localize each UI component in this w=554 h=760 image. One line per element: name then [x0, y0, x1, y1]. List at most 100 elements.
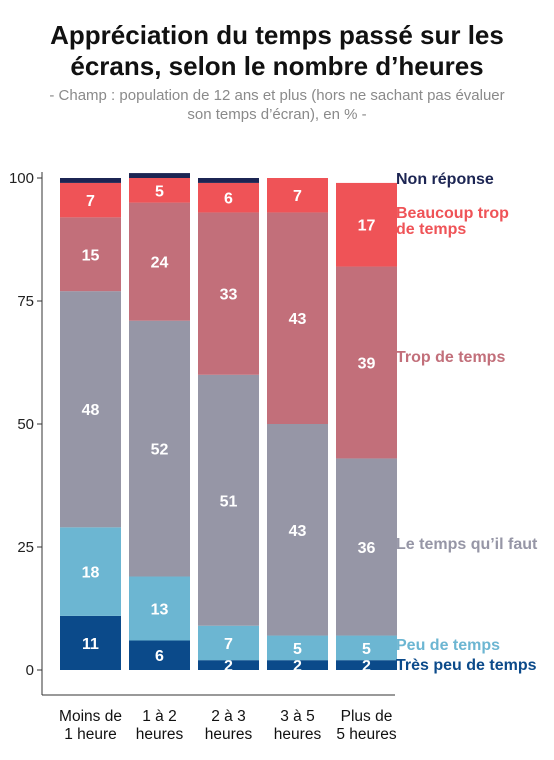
bar-segment — [60, 182, 121, 218]
bar-segment — [198, 182, 259, 213]
bar-segment — [198, 178, 259, 183]
legend-entry: Non réponse — [396, 171, 494, 188]
x-tick-label-line: heures — [205, 726, 253, 743]
legend-entry-line: Beaucoup trop — [396, 205, 509, 222]
bar-group: 6 13 52 24 5 — [129, 173, 190, 670]
legend-entry: Très peu de temps — [396, 657, 537, 674]
bar-segment — [198, 212, 259, 375]
bar-group: 25 36 39 17 — [336, 182, 397, 675]
bar-value-label: 7 — [86, 193, 95, 210]
bar-segment — [336, 635, 397, 661]
bar-segment — [336, 660, 397, 670]
bar-group: 11 18 48 15 7 — [60, 178, 121, 670]
chart-title: Appréciation du temps passé sur les écra… — [0, 20, 554, 82]
bar-segment — [129, 640, 190, 670]
bar-value-label: 52 — [151, 442, 169, 459]
bar-value-label: 43 — [289, 311, 307, 328]
bar-segment — [129, 178, 190, 203]
bar-value-label: 7 — [293, 188, 302, 205]
bar-segment — [60, 291, 121, 528]
y-axis: 0 25 50 75 100 — [9, 170, 43, 695]
legend-entry: Beaucoup trop de temps — [396, 205, 509, 238]
chart-title-line-2: écrans, selon le nombre d’heures — [70, 51, 484, 81]
bar-value-label: 51 — [220, 493, 238, 510]
bar-value-label: 2 — [224, 658, 233, 675]
x-tick-label-line: heures — [136, 726, 184, 743]
legend: Très peu de temps Peu de temps Le temps qu… — [396, 171, 538, 674]
bar-segment — [267, 635, 328, 661]
y-tick-label: 0 — [26, 662, 34, 679]
chart-subtitle: - Champ : population de 12 ans et plus (… — [0, 86, 554, 124]
bar-value-label: 48 — [82, 402, 100, 419]
bar-segment — [267, 178, 328, 213]
legend-entry: Trop de temps — [396, 349, 505, 366]
bar-segment — [267, 212, 328, 424]
bar-segment — [60, 217, 121, 292]
bar-segment — [129, 202, 190, 321]
x-tick-label-line: heures — [274, 726, 322, 743]
bar-value-label: 2 — [293, 658, 302, 675]
bar-value-label: 2 — [362, 658, 371, 675]
x-tick-label-line: 1 à 2 — [142, 708, 176, 725]
bar-segment — [129, 576, 190, 641]
x-tick-label-line: 1 heure — [64, 726, 117, 743]
chart-title-line-1: Appréciation du temps passé sur les — [50, 20, 504, 50]
y-tick-label: 100 — [9, 170, 34, 187]
x-tick-label: Moins de 1 heure — [59, 708, 122, 743]
bar-value-label: 13 — [151, 602, 169, 619]
x-tick-label-line: 2 à 3 — [211, 708, 245, 725]
bar-value-label: 39 — [358, 356, 376, 373]
bar-value-label: 33 — [220, 287, 238, 304]
chart-subtitle-line-2: son temps d’écran), en % - — [187, 106, 367, 123]
bar-value-label: 5 — [362, 641, 371, 658]
x-tick-label: 2 à 3 heures — [205, 708, 253, 743]
bar-value-label: 5 — [293, 641, 302, 658]
x-tick-label-line: Plus de — [341, 708, 393, 725]
bar-value-label: 11 — [82, 636, 99, 653]
bar-value-label: 36 — [358, 540, 376, 557]
x-tick-label-line: 5 heures — [336, 726, 397, 743]
bar-segment — [60, 178, 121, 183]
bar-group: 25 43 43 7 — [267, 178, 328, 675]
bar-value-label: 24 — [151, 255, 169, 272]
bar-segment — [267, 424, 328, 636]
bar-value-label: 17 — [358, 218, 376, 235]
bar-segment — [60, 615, 121, 670]
bar-segment — [129, 173, 190, 178]
x-tick-label-line: Moins de — [59, 708, 122, 725]
legend-entry-line: Très peu de temps — [396, 657, 537, 674]
chart-subtitle-line-1: - Champ : population de 12 ans et plus (… — [49, 87, 505, 104]
bar-segment — [198, 625, 259, 661]
bar-value-label: 6 — [155, 648, 164, 665]
bar-segment — [336, 458, 397, 636]
bar-segment — [336, 182, 397, 267]
legend-entry-line: Peu de temps — [396, 637, 500, 654]
bar-value-label: 5 — [155, 183, 164, 200]
y-tick-label: 25 — [17, 539, 34, 556]
bar-segment — [267, 660, 328, 670]
x-tick-label: 1 à 2 heures — [136, 708, 184, 743]
legend-entry: Peu de temps — [396, 637, 500, 654]
x-tick-label-line: 3 à 5 — [280, 708, 314, 725]
bar-value-label: 7 — [224, 636, 233, 653]
y-tick-label: 50 — [17, 416, 34, 433]
bar-segment — [129, 320, 190, 577]
legend-entry-line: Trop de temps — [396, 349, 505, 366]
bar-segment — [198, 660, 259, 670]
bar-value-label: 15 — [82, 247, 100, 264]
x-tick-label: Plus de 5 heures — [336, 708, 397, 743]
legend-entry-line: de temps — [396, 221, 466, 238]
legend-entry-line: Le temps qu’il faut — [396, 536, 538, 553]
legend-entry: Le temps qu’il faut — [396, 536, 538, 553]
x-tick-label: 3 à 5 heures — [274, 708, 322, 743]
bar-value-label: 6 — [224, 191, 233, 208]
bar-value-label: 18 — [82, 565, 100, 582]
bar-group: 2 7 51 33 6 — [198, 178, 259, 675]
bar-segment — [60, 527, 121, 616]
bar-value-label: 43 — [289, 523, 307, 540]
legend-entry-line: Non réponse — [396, 171, 494, 188]
bar-segment — [336, 266, 397, 459]
